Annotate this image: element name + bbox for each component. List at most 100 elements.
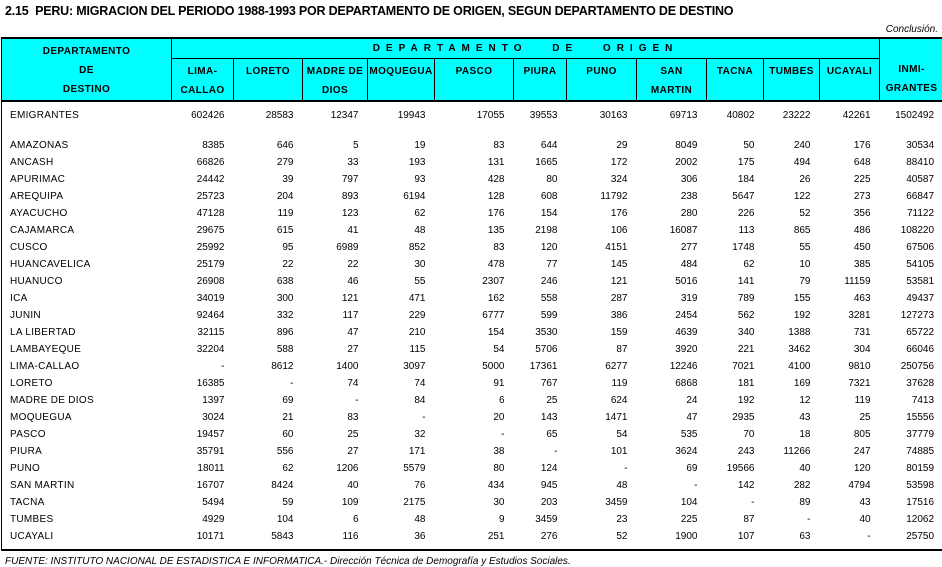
cell: 50 bbox=[707, 137, 764, 154]
cell: 731 bbox=[820, 324, 880, 341]
cell: 225 bbox=[637, 511, 707, 528]
cell: 221 bbox=[707, 341, 764, 358]
cell: 53581 bbox=[880, 273, 942, 290]
cell: 59 bbox=[234, 494, 303, 511]
cell: 8049 bbox=[637, 137, 707, 154]
cell: 101 bbox=[567, 443, 637, 460]
cell: 30 bbox=[435, 494, 514, 511]
cell: - bbox=[567, 460, 637, 477]
spacer-row bbox=[2, 545, 942, 550]
cell: 789 bbox=[707, 290, 764, 307]
cell: 128 bbox=[435, 188, 514, 205]
cell: 386 bbox=[567, 307, 637, 324]
cell: 250756 bbox=[880, 358, 942, 375]
cell: 30163 bbox=[567, 101, 637, 124]
cell: 4151 bbox=[567, 239, 637, 256]
cell: 15556 bbox=[880, 409, 942, 426]
cell: 32 bbox=[368, 426, 435, 443]
cell: 2198 bbox=[514, 222, 567, 239]
cell: 535 bbox=[637, 426, 707, 443]
cell: 16707 bbox=[172, 477, 234, 494]
cell: 36 bbox=[368, 528, 435, 545]
cell: 172 bbox=[567, 154, 637, 171]
cell: 638 bbox=[234, 273, 303, 290]
row-label: LORETO bbox=[2, 375, 172, 392]
cell: 28583 bbox=[234, 101, 303, 124]
cell: - bbox=[368, 409, 435, 426]
cell: 893 bbox=[303, 188, 368, 205]
header-col-line: TACNA bbox=[707, 62, 763, 81]
row-label: TACNA bbox=[2, 494, 172, 511]
row-label: CAJAMARCA bbox=[2, 222, 172, 239]
cell: 558 bbox=[514, 290, 567, 307]
cell: 3459 bbox=[567, 494, 637, 511]
cell: 646 bbox=[234, 137, 303, 154]
cell: 176 bbox=[567, 205, 637, 222]
cell: 2175 bbox=[368, 494, 435, 511]
cell: 11266 bbox=[764, 443, 820, 460]
cell: 192 bbox=[707, 392, 764, 409]
cell: 17516 bbox=[880, 494, 942, 511]
cell: 588 bbox=[234, 341, 303, 358]
cell: 54 bbox=[567, 426, 637, 443]
cell: 8424 bbox=[234, 477, 303, 494]
row-label: APURIMAC bbox=[2, 171, 172, 188]
cell: 87 bbox=[567, 341, 637, 358]
cell: 40802 bbox=[707, 101, 764, 124]
cell: 62 bbox=[707, 256, 764, 273]
header-col-line: MOQUEGUA bbox=[368, 62, 434, 81]
cell: 77 bbox=[514, 256, 567, 273]
cell: 43 bbox=[764, 409, 820, 426]
cell: 210 bbox=[368, 324, 435, 341]
cell: 226 bbox=[707, 205, 764, 222]
spacer-row bbox=[2, 124, 942, 137]
cell: - bbox=[637, 477, 707, 494]
cell: 484 bbox=[637, 256, 707, 273]
cell: 319 bbox=[637, 290, 707, 307]
cell: 74 bbox=[368, 375, 435, 392]
row-label: EMIGRANTES bbox=[2, 101, 172, 124]
row-label: SAN MARTIN bbox=[2, 477, 172, 494]
cell: 52 bbox=[764, 205, 820, 222]
cell: 76 bbox=[368, 477, 435, 494]
cell: 463 bbox=[820, 290, 880, 307]
cell: 246 bbox=[514, 273, 567, 290]
cell: - bbox=[234, 375, 303, 392]
cell: 3462 bbox=[764, 341, 820, 358]
cell: 176 bbox=[435, 205, 514, 222]
cell: 121 bbox=[303, 290, 368, 307]
cell: 47128 bbox=[172, 205, 234, 222]
cell: - bbox=[303, 392, 368, 409]
header-col-tumbes: TUMBES bbox=[764, 58, 820, 101]
cell: 93 bbox=[368, 171, 435, 188]
cell: 131 bbox=[435, 154, 514, 171]
cell: 17361 bbox=[514, 358, 567, 375]
cell: 203 bbox=[514, 494, 567, 511]
row-label: LAMBAYEQUE bbox=[2, 341, 172, 358]
cell: 83 bbox=[435, 239, 514, 256]
cell: 1206 bbox=[303, 460, 368, 477]
cell: 154 bbox=[435, 324, 514, 341]
cell: 6194 bbox=[368, 188, 435, 205]
row-label: TUMBES bbox=[2, 511, 172, 528]
cell: 23222 bbox=[764, 101, 820, 124]
cell: 5016 bbox=[637, 273, 707, 290]
cell: 95 bbox=[234, 239, 303, 256]
cell: 55 bbox=[368, 273, 435, 290]
cell: 5647 bbox=[707, 188, 764, 205]
cell: 945 bbox=[514, 477, 567, 494]
cell: 30534 bbox=[880, 137, 942, 154]
header-destino-line: DEPARTAMENTO bbox=[2, 42, 171, 61]
cell: 324 bbox=[567, 171, 637, 188]
cell: 428 bbox=[435, 171, 514, 188]
cell: 599 bbox=[514, 307, 567, 324]
